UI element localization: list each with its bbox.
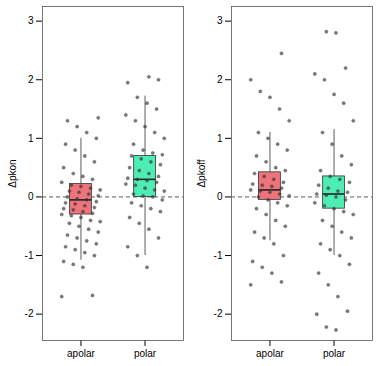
svg-text:-2: -2	[214, 308, 223, 319]
svg-text:1: 1	[28, 133, 34, 144]
svg-text:polar: polar	[134, 348, 157, 359]
svg-text:2: 2	[28, 74, 34, 85]
svg-text:-1: -1	[214, 250, 223, 261]
svg-text:3: 3	[28, 15, 34, 26]
svg-text:polar: polar	[323, 348, 346, 359]
svg-text:Δpkoff: Δpkoff	[196, 159, 207, 187]
svg-text:3: 3	[217, 15, 223, 26]
svg-text:1: 1	[217, 133, 223, 144]
svg-text:0: 0	[217, 191, 223, 202]
svg-text:-1: -1	[25, 250, 34, 261]
svg-text:apolar: apolar	[67, 348, 95, 359]
svg-text:0: 0	[28, 191, 34, 202]
svg-text:-2: -2	[25, 308, 34, 319]
svg-text:apolar: apolar	[256, 348, 284, 359]
svg-text:Δpkon: Δpkon	[7, 159, 18, 187]
svg-text:2: 2	[217, 74, 223, 85]
